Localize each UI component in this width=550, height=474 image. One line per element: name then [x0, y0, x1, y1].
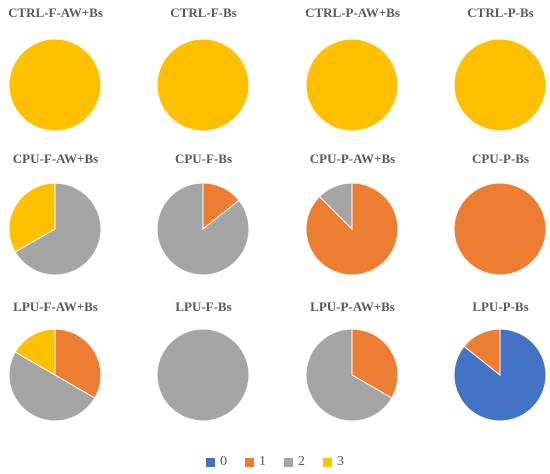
pie [305, 182, 399, 276]
pie-title: LPU-P-AW+Bs [310, 299, 395, 314]
pie-slice-3 [8, 38, 102, 132]
pie-title: LPU-F-AW+Bs [13, 299, 98, 314]
pie-slice-3 [453, 38, 547, 132]
legend-swatch-2 [284, 457, 293, 467]
pie [453, 328, 547, 422]
pie-slice-1 [453, 182, 547, 276]
pie-slice-3 [156, 38, 250, 132]
pie-slice-3 [305, 38, 399, 132]
pie [305, 328, 399, 422]
pie-title: CPU-F-AW+Bs [12, 151, 99, 166]
legend-label-1: 1 [259, 454, 266, 469]
pie-title: CPU-F-Bs [174, 151, 233, 166]
pie [156, 328, 250, 422]
legend-label-3: 3 [337, 454, 344, 469]
pie-title: CTRL-P-AW+Bs [305, 5, 400, 20]
pie-slice-1 [351, 328, 399, 399]
pie-title: CPU-P-AW+Bs [309, 151, 396, 166]
pie [305, 38, 399, 132]
pie-title: LPU-F-Bs [175, 299, 232, 314]
pie-slice-1 [463, 328, 501, 377]
legend-swatch-0 [206, 457, 215, 467]
legend-swatch-3 [323, 457, 332, 467]
legend-item-1: 1 [245, 454, 266, 470]
legend: 0 1 2 3 [0, 452, 550, 472]
pie [8, 182, 102, 276]
pie-slice-2 [14, 182, 102, 276]
pie [453, 182, 547, 276]
pie-slice-2 [156, 328, 250, 422]
pie-title: CTRL-P-Bs [467, 5, 534, 20]
pie-slice-3 [8, 182, 56, 253]
pie-slice-3 [14, 328, 56, 376]
legend-item-2: 2 [284, 454, 305, 470]
pie-title: CTRL-F-Bs [170, 5, 237, 20]
pie [156, 182, 250, 276]
pie [453, 38, 547, 132]
pie [156, 38, 250, 132]
pie-slice-2 [305, 328, 393, 422]
pie-slice-2 [318, 182, 353, 231]
legend-label-0: 0 [220, 454, 227, 469]
pie-slice-2 [8, 351, 96, 422]
legend-label-2: 2 [298, 454, 305, 469]
pie-title: LPU-P-Bs [472, 299, 529, 314]
legend-item-0: 0 [206, 454, 227, 470]
pie [8, 38, 102, 132]
pie-slice-1 [54, 328, 102, 399]
pie-title: CTRL-F-AW+Bs [8, 5, 103, 20]
pie [8, 328, 102, 422]
legend-swatch-1 [245, 457, 254, 467]
legend-item-3: 3 [323, 454, 344, 470]
pie-slice-2 [156, 182, 250, 276]
pie-title: CPU-P-Bs [471, 151, 530, 166]
